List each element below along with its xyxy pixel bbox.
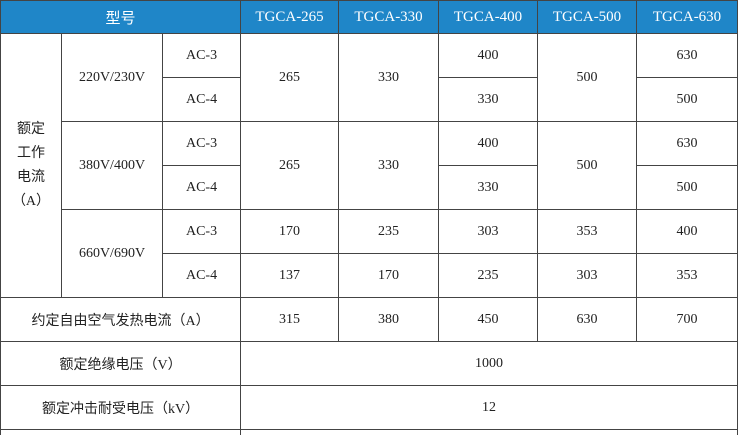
category-cell: AC-3 [161,209,242,254]
voltage-label: 220V/230V [61,33,163,122]
label-line: 电流 [17,169,45,185]
insulation-label: 额定绝缘电压（V） [0,341,242,386]
value-cell: 330 [438,165,539,210]
impulse-voltage-row: 额定冲击耐受电压（kV） 12 [0,385,738,430]
value-cell: 353 [636,253,738,298]
value-cell: 700 [636,297,738,342]
table-row: 380V/400V AC-3 265 330 400 500 630 [1,121,738,210]
value-cell: 330 [338,121,440,210]
model-header: TGCA-265 [240,0,340,34]
value-cell: 303 [438,209,539,254]
category-cell: AC-4 [161,165,242,210]
impulse-value: 12 [240,385,738,430]
category-cell: AC-4 [161,77,242,122]
value-cell: 500 [636,77,738,122]
label-line: （A） [11,193,51,209]
value-cell: 315 [240,297,340,342]
table-row: AC-4 330 500 [1,165,738,210]
header-row: 型号 TGCA-265 TGCA-330 TGCA-400 TGCA-500 T… [0,0,738,34]
table-row: 额定 工作 电流 （A） 220V/230V AC-3 265 330 400 … [0,33,738,298]
voltage-label: 380V/400V [61,121,163,210]
partial-cell [240,429,738,435]
category-cell: AC-3 [161,121,242,166]
rated-current-label: 额定 工作 电流 （A） [0,33,62,298]
thermal-current-row: 约定自由空气发热电流（A） 315 380 450 630 700 [0,297,738,342]
value-cell: 500 [537,121,638,210]
impulse-label: 额定冲击耐受电压（kV） [0,385,242,430]
label-line: 工作 [17,145,45,161]
model-header: TGCA-630 [636,0,738,34]
value-cell: 265 [240,121,340,210]
value-cell: 235 [338,209,440,254]
value-cell: 137 [240,253,340,298]
value-cell: 235 [438,253,539,298]
value-cell: 400 [438,33,539,78]
value-cell: 500 [537,33,638,122]
table-row: AC-4 137 170 235 303 353 [1,253,738,298]
value-cell: 353 [537,209,638,254]
model-header: TGCA-400 [438,0,539,34]
voltage-label: 660V/690V [61,209,163,298]
thermal-label: 约定自由空气发热电流（A） [0,297,242,342]
value-cell: 380 [338,297,440,342]
model-label: 型号 [0,0,242,34]
value-cell: 400 [636,209,738,254]
value-cell: 400 [438,121,539,166]
insulation-voltage-row: 额定绝缘电压（V） 1000 [0,341,738,386]
value-cell: 265 [240,33,340,122]
value-cell: 630 [537,297,638,342]
model-header: TGCA-330 [338,0,440,34]
value-cell: 630 [636,33,738,78]
value-cell: 330 [438,77,539,122]
table-row-partial [0,429,738,435]
value-cell: 170 [338,253,440,298]
table-row: AC-4 330 500 [1,77,738,122]
value-cell: 630 [636,121,738,166]
value-cell: 303 [537,253,638,298]
value-cell: 170 [240,209,340,254]
partial-cell [0,429,242,435]
insulation-value: 1000 [240,341,738,386]
category-cell: AC-3 [161,33,242,78]
table-row: 660V/690V AC-3 170 235 303 353 400 [1,209,738,298]
value-cell: 500 [636,165,738,210]
category-cell: AC-4 [161,253,242,298]
label-line: 额定 [17,121,45,137]
value-cell: 330 [338,33,440,122]
value-cell: 450 [438,297,539,342]
model-header: TGCA-500 [537,0,638,34]
